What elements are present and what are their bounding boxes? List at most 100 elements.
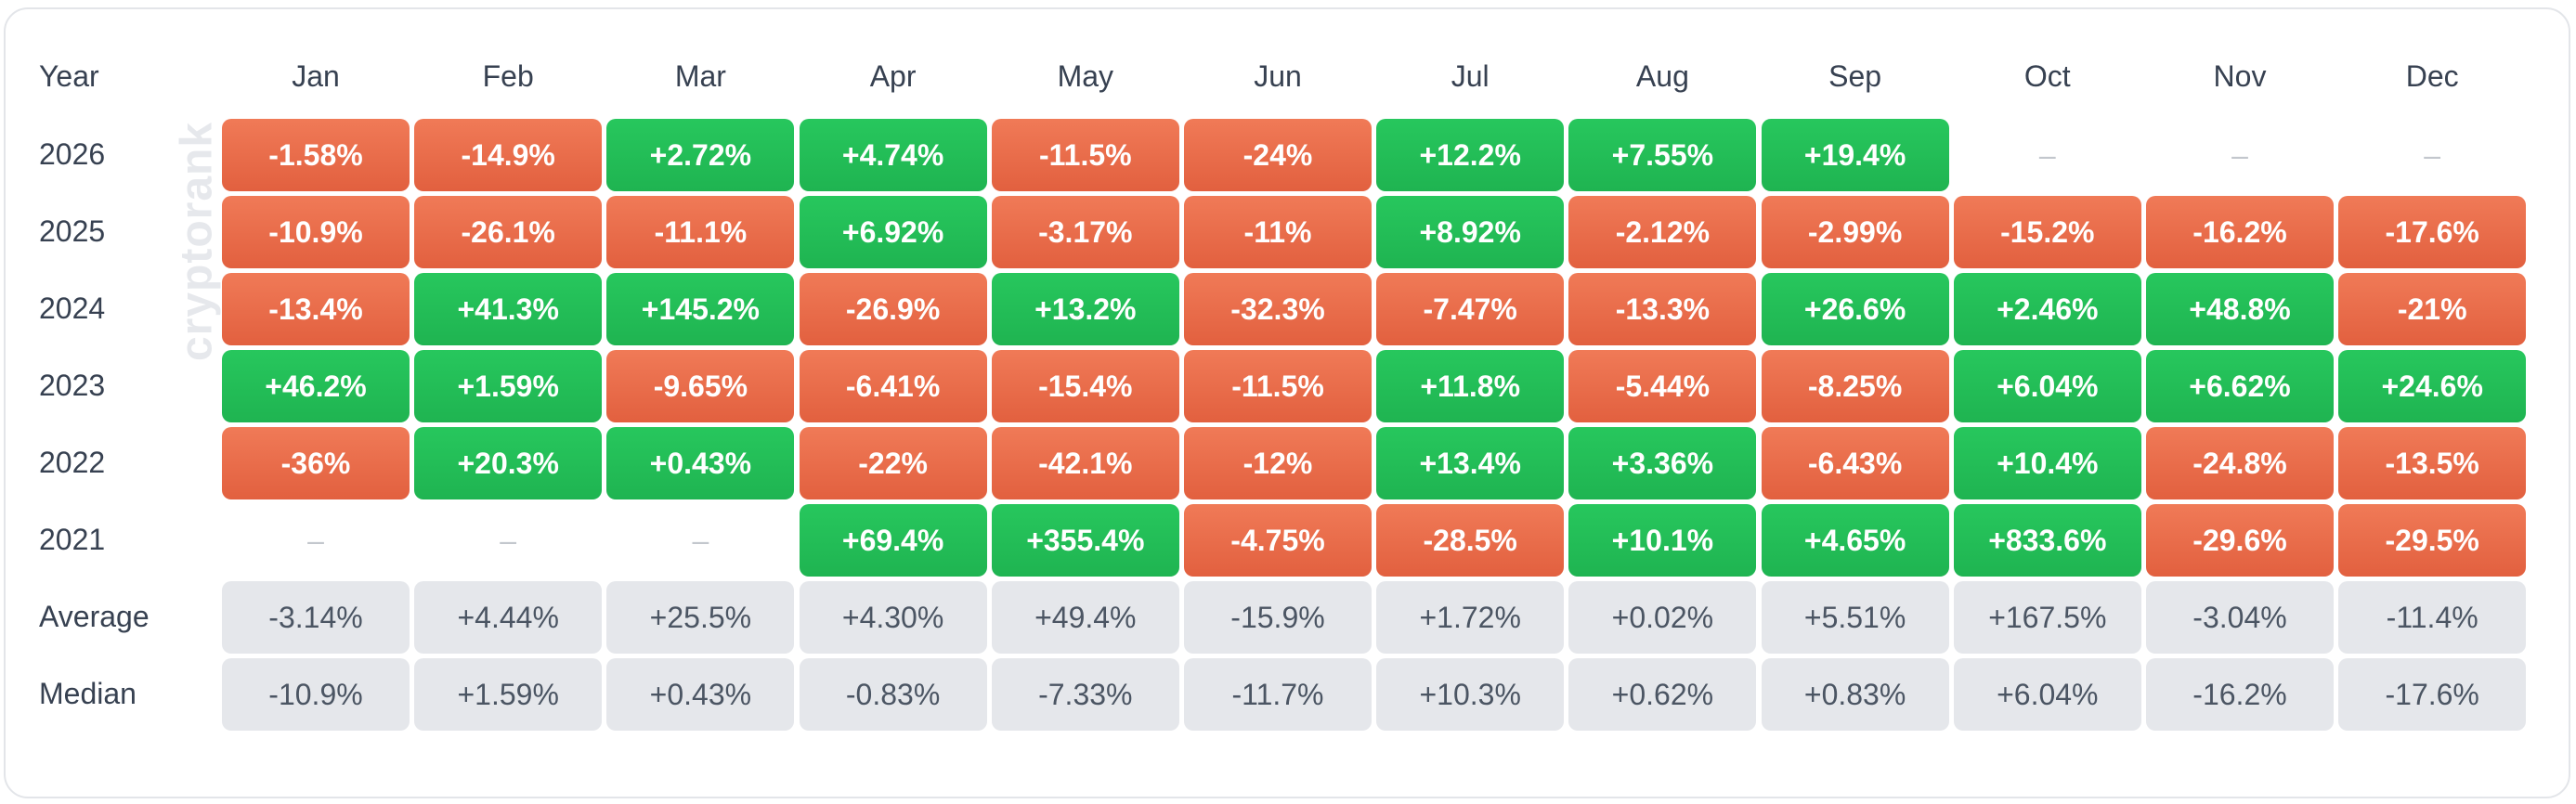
- cell-2023-dec: +24.6%: [2338, 350, 2527, 422]
- cell-2021-oct: +833.6%: [1953, 504, 2141, 577]
- cell-2026-mar: +2.72%: [606, 119, 795, 191]
- cell-2025-mar: -11.1%: [606, 196, 795, 268]
- cell-2021-dec: -29.5%: [2338, 504, 2527, 577]
- cell-average-aug: +0.02%: [1568, 581, 1757, 654]
- month-header-aug: Aug: [1635, 59, 1689, 93]
- cell-2023-sep: -8.25%: [1761, 350, 1949, 422]
- cell-2021-feb: –: [500, 523, 517, 557]
- cell-2026-aug: +7.55%: [1568, 119, 1757, 191]
- cell-2021-aug: +10.1%: [1568, 504, 1757, 577]
- cell-average-jul: +1.72%: [1376, 581, 1565, 654]
- month-header-jan: Jan: [292, 59, 340, 93]
- cell-2022-sep: -6.43%: [1761, 427, 1949, 499]
- cell-median-jul: +10.3%: [1376, 658, 1565, 731]
- cell-2026-oct: –: [2038, 137, 2056, 172]
- cell-2023-jul: +11.8%: [1376, 350, 1565, 422]
- cell-2026-apr: +4.74%: [799, 119, 987, 191]
- month-header-nov: Nov: [2213, 59, 2267, 93]
- cell-2021-sep: +4.65%: [1761, 504, 1949, 577]
- cell-2023-feb: +1.59%: [414, 350, 603, 422]
- cell-2026-may: -11.5%: [991, 119, 1179, 191]
- cell-2026-sep: +19.4%: [1761, 119, 1949, 191]
- cell-median-nov: -16.2%: [2146, 658, 2334, 731]
- cell-2021-jun: -4.75%: [1184, 504, 1372, 577]
- cell-2024-aug: -13.3%: [1568, 273, 1757, 345]
- cell-2025-may: -3.17%: [991, 196, 1179, 268]
- month-header-oct: Oct: [2023, 59, 2071, 93]
- cell-2023-oct: +6.04%: [1953, 350, 2141, 422]
- row-label-2022: 2022: [39, 446, 106, 479]
- cell-2024-mar: +145.2%: [606, 273, 795, 345]
- row-label-average: Average: [39, 600, 150, 633]
- cell-average-mar: +25.5%: [606, 581, 795, 654]
- cell-2024-feb: +41.3%: [414, 273, 603, 345]
- cell-2022-jun: -12%: [1184, 427, 1372, 499]
- cell-2024-oct: +2.46%: [1953, 273, 2141, 345]
- cell-median-apr: -0.83%: [799, 658, 987, 731]
- cell-2025-oct: -15.2%: [1953, 196, 2141, 268]
- month-header-apr: Apr: [869, 59, 917, 93]
- month-header-feb: Feb: [482, 59, 534, 93]
- cell-2022-aug: +3.36%: [1568, 427, 1757, 499]
- cell-2021-may: +355.4%: [991, 504, 1179, 577]
- cell-median-jun: -11.7%: [1184, 658, 1372, 731]
- cell-2026-jul: +12.2%: [1376, 119, 1565, 191]
- cell-2025-dec: -17.6%: [2338, 196, 2527, 268]
- cell-2026-feb: -14.9%: [414, 119, 603, 191]
- cell-2025-feb: -26.1%: [414, 196, 603, 268]
- cell-median-jan: -10.9%: [222, 658, 410, 731]
- month-header-jul: Jul: [1451, 59, 1490, 93]
- cell-2023-jan: +46.2%: [222, 350, 410, 422]
- month-header-dec: Dec: [2405, 59, 2459, 93]
- row-label-2021: 2021: [39, 523, 106, 556]
- cell-2021-apr: +69.4%: [799, 504, 987, 577]
- cell-2023-may: -15.4%: [991, 350, 1179, 422]
- cell-median-mar: +0.43%: [606, 658, 795, 731]
- cell-2025-jan: -10.9%: [222, 196, 410, 268]
- cell-2021-nov: -29.6%: [2146, 504, 2334, 577]
- month-header-may: May: [1057, 59, 1114, 93]
- cell-2025-aug: -2.12%: [1568, 196, 1757, 268]
- cell-average-nov: -3.04%: [2146, 581, 2334, 654]
- cell-average-feb: +4.44%: [414, 581, 603, 654]
- cell-median-may: -7.33%: [991, 658, 1179, 731]
- year-column-header: Year: [39, 59, 99, 93]
- month-header-sep: Sep: [1828, 59, 1882, 93]
- row-label-2024: 2024: [39, 292, 106, 325]
- cell-2023-nov: +6.62%: [2146, 350, 2334, 422]
- row-label-2025: 2025: [39, 214, 106, 248]
- cell-2025-jun: -11%: [1184, 196, 1372, 268]
- cell-2021-mar: –: [692, 523, 709, 557]
- cell-2024-sep: +26.6%: [1761, 273, 1949, 345]
- cell-2023-apr: -6.41%: [799, 350, 987, 422]
- month-header-mar: Mar: [674, 59, 726, 93]
- cell-2024-jan: -13.4%: [222, 273, 410, 345]
- cell-2024-jun: -32.3%: [1184, 273, 1372, 345]
- month-header-jun: Jun: [1254, 59, 1302, 93]
- cell-median-feb: +1.59%: [414, 658, 603, 731]
- cell-2021-jul: -28.5%: [1376, 504, 1565, 577]
- cell-2025-nov: -16.2%: [2146, 196, 2334, 268]
- cell-2021-jan: –: [307, 523, 324, 557]
- cell-2025-jul: +8.92%: [1376, 196, 1565, 268]
- cell-average-apr: +4.30%: [799, 581, 987, 654]
- row-label-2023: 2023: [39, 369, 106, 402]
- cell-2022-apr: -22%: [799, 427, 987, 499]
- cell-2024-nov: +48.8%: [2146, 273, 2334, 345]
- cell-2023-jun: -11.5%: [1184, 350, 1372, 422]
- cell-2025-apr: +6.92%: [799, 196, 987, 268]
- row-label-2026: 2026: [39, 137, 106, 171]
- cell-2023-aug: -5.44%: [1568, 350, 1757, 422]
- cell-median-oct: +6.04%: [1953, 658, 2141, 731]
- cell-2024-jul: -7.47%: [1376, 273, 1565, 345]
- cell-2022-may: -42.1%: [991, 427, 1179, 499]
- cell-2024-may: +13.2%: [991, 273, 1179, 345]
- cell-2022-nov: -24.8%: [2146, 427, 2334, 499]
- cell-2024-dec: -21%: [2338, 273, 2527, 345]
- cell-2026-nov: –: [2231, 137, 2248, 172]
- cell-average-oct: +167.5%: [1953, 581, 2141, 654]
- cell-average-dec: -11.4%: [2338, 581, 2527, 654]
- cell-2022-jan: -36%: [222, 427, 410, 499]
- cell-median-sep: +0.83%: [1761, 658, 1949, 731]
- cell-2022-mar: +0.43%: [606, 427, 795, 499]
